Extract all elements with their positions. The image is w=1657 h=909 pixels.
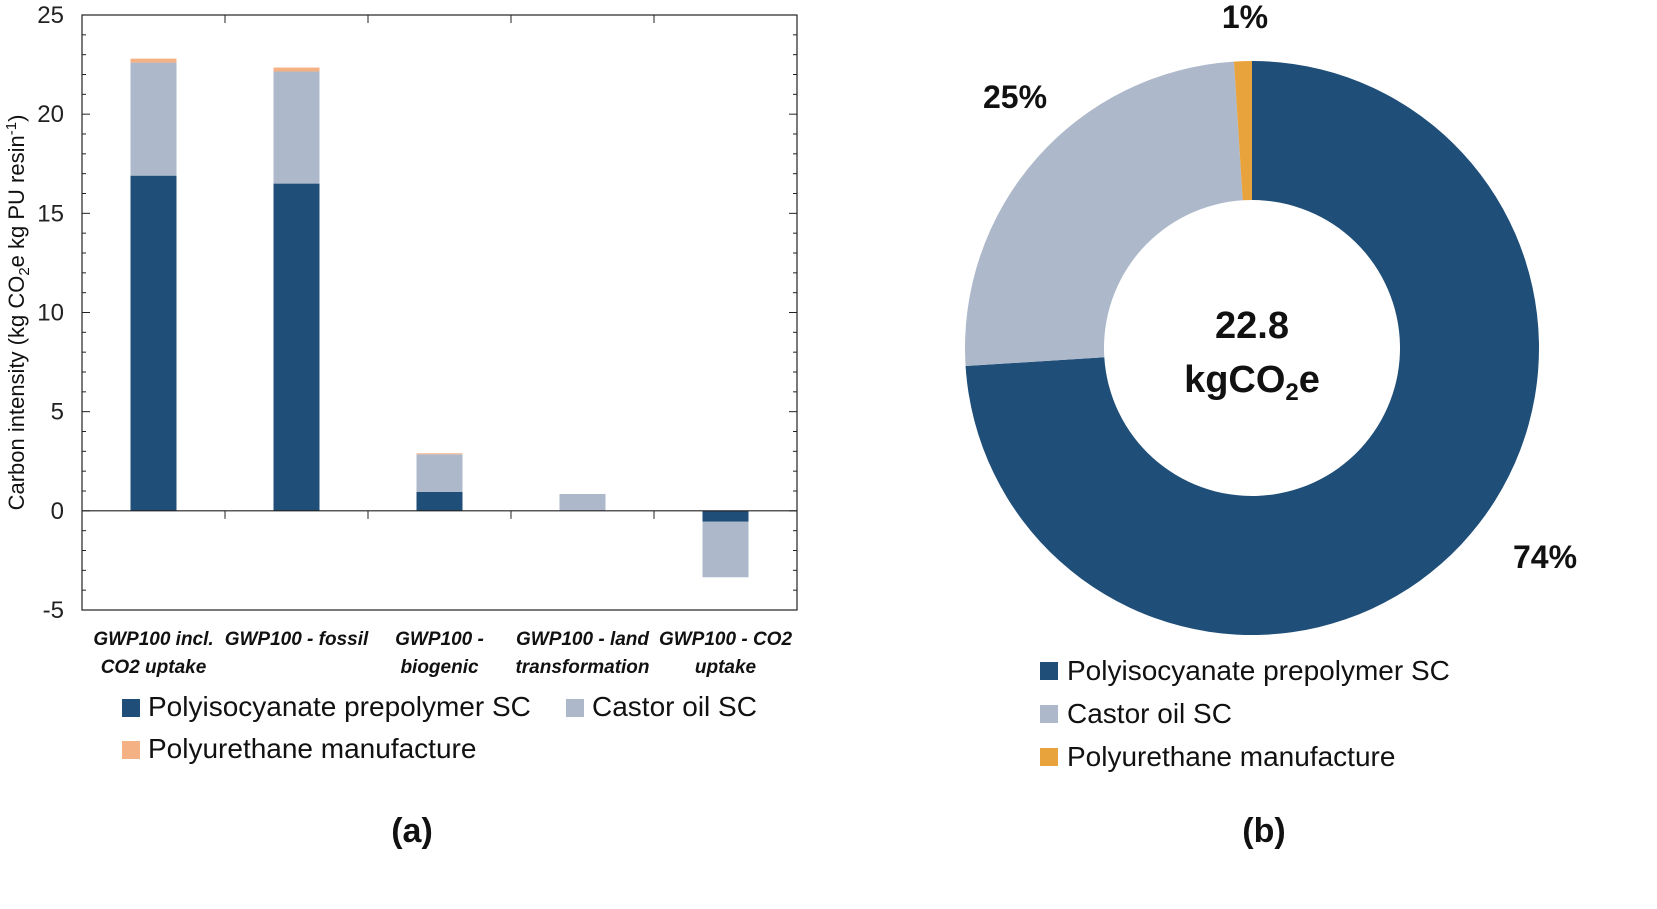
legend-swatch [566, 699, 584, 717]
legend-label: Castor oil SC [1067, 698, 1232, 729]
legend-label: Polyisocyanate prepolymer SC [1067, 655, 1450, 686]
slice-percent-label: 25% [983, 79, 1047, 115]
legend-label: Castor oil SC [592, 691, 757, 722]
y-tick-label: 10 [37, 300, 64, 327]
y-tick-label: 25 [37, 2, 64, 29]
y-axis-title-part: e kg PU resin [4, 135, 29, 267]
bar-segment [273, 71, 320, 184]
category-label: transformation [515, 657, 649, 678]
category-labels: GWP100 incl. CO2 uptake GWP100 - fossil GWP… [93, 629, 792, 678]
y-tick-label: 5 [51, 399, 64, 426]
legend-swatch [1040, 705, 1058, 723]
bar-segment [130, 58, 177, 63]
bar-segment [559, 493, 606, 511]
bar-segment [130, 62, 177, 176]
y-axis-title-part: ) [4, 115, 29, 122]
category-label: GWP100 - land [516, 629, 649, 650]
bar-segment [273, 67, 320, 72]
y-axis-title: Carbon intensity (kg CO2e kg PU resin-1) [3, 115, 33, 511]
donut-slice [1233, 61, 1252, 201]
y-tick-labels: -5 0 5 10 15 20 25 [37, 2, 64, 624]
category-label: GWP100 - [395, 629, 484, 650]
center-unit-part: e [1299, 359, 1320, 401]
legend-swatch [1040, 748, 1058, 766]
slice-percent-labels: 74% 25% 1% [983, 0, 1577, 575]
donut-center-unit: kgCO2e [1184, 359, 1320, 406]
category-label: GWP100 - fossil [225, 629, 369, 650]
bar-segment [416, 454, 463, 492]
category-label: uptake [695, 657, 757, 678]
plot-border [81, 14, 798, 611]
slice-percent-label: 1% [1222, 0, 1268, 35]
donut-legend: Polyisocyanate prepolymer SC Castor oil S… [1040, 655, 1450, 772]
category-label: GWP100 - CO2 [659, 629, 792, 650]
center-unit-part: kgCO [1184, 359, 1285, 401]
y-tick-label: -5 [43, 597, 64, 624]
bar-segment [416, 491, 463, 511]
stacked-bar-chart: Carbon intensity (kg CO2e kg PU resin-1)… [3, 2, 798, 850]
panel-label-b: (b) [1242, 812, 1285, 850]
category-label: GWP100 incl. [93, 629, 213, 650]
legend-label: Polyurethane manufacture [1067, 741, 1395, 772]
legend-swatch [122, 741, 140, 759]
bar-marks [130, 58, 749, 578]
center-unit-part: 2 [1285, 379, 1298, 406]
y-axis-title-part: -1 [3, 122, 20, 135]
donut-center-value: 22.8 [1215, 305, 1289, 347]
y-axis-title-text: Carbon intensity (kg CO2e kg PU resin-1) [3, 115, 33, 511]
donut-slice [965, 61, 1243, 367]
bar-segment [130, 175, 177, 511]
y-tick-label: 20 [37, 101, 64, 128]
plot-frame [81, 14, 798, 611]
y-axis-title-part: Carbon intensity (kg CO [4, 276, 29, 511]
legend-label: Polyurethane manufacture [148, 733, 476, 764]
bar-legend: Polyisocyanate prepolymer SC Castor oil S… [122, 691, 757, 764]
y-axis-title-part: 2 [16, 267, 33, 275]
y-tick-label: 15 [37, 200, 64, 227]
slice-percent-label: 74% [1513, 539, 1577, 575]
donut-slice [965, 61, 1540, 635]
legend-swatch [122, 699, 140, 717]
panel-label-a: (a) [391, 812, 433, 850]
bar-segment [273, 183, 320, 511]
legend-swatch [1040, 662, 1058, 680]
bar-segment [702, 510, 749, 522]
donut-slices [965, 61, 1540, 635]
y-tick-label: 0 [51, 498, 64, 525]
category-label: biogenic [400, 657, 479, 678]
bar-segment [702, 521, 749, 578]
category-label: CO2 uptake [101, 657, 207, 678]
legend-label: Polyisocyanate prepolymer SC [148, 691, 531, 722]
bar-segment [416, 453, 463, 455]
